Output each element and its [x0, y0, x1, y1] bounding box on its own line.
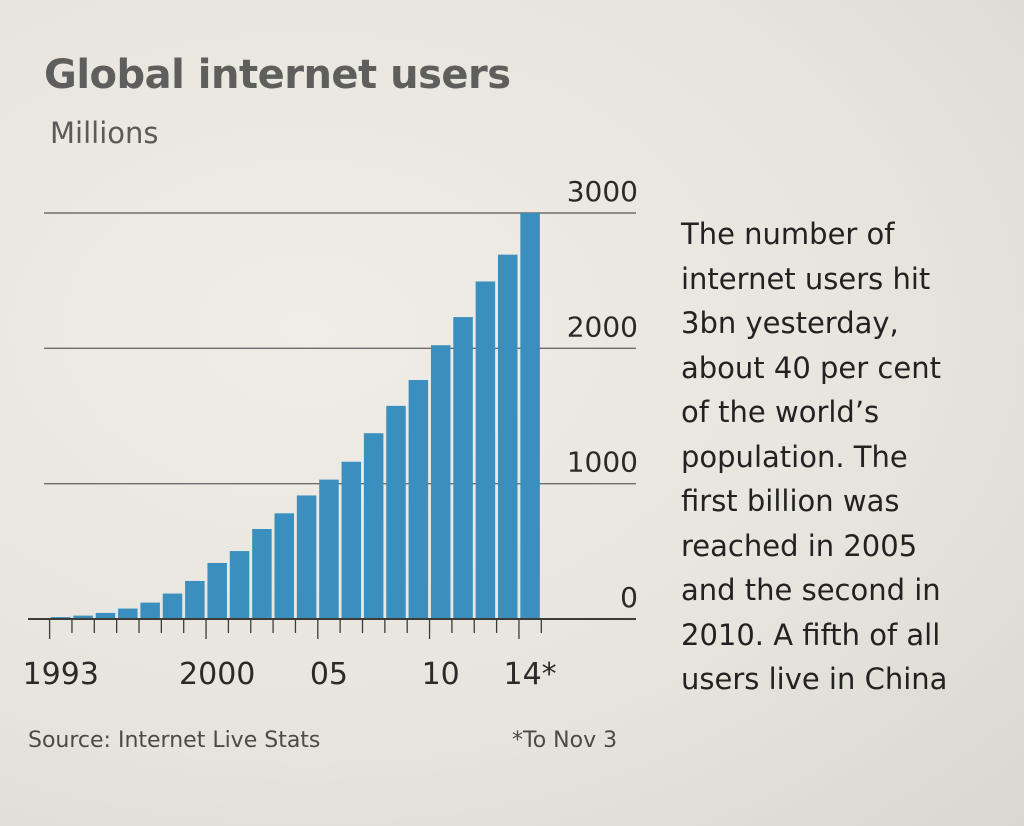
- bar: [252, 529, 272, 619]
- y-tick-label: 0: [620, 581, 638, 614]
- annotation-line: internet users hit: [681, 261, 931, 296]
- bar: [162, 593, 183, 619]
- x-tick-label: 1993: [23, 657, 99, 692]
- annotation-line: population. The: [681, 439, 908, 474]
- y-tick-label: 2000: [567, 310, 638, 343]
- annotation-line: 3bn yesterday,: [681, 306, 899, 340]
- y-tick-label: 3000: [567, 175, 638, 208]
- bar: [95, 612, 116, 619]
- annotation-line: users live in China: [681, 662, 948, 696]
- chart-subtitle: Millions: [50, 116, 159, 150]
- annotation-line: of the world’s: [681, 395, 880, 429]
- bar: [118, 608, 138, 619]
- bar: [520, 213, 540, 619]
- annotation-text: The number of internet users hit 3bn yeste…: [681, 212, 1011, 702]
- annotation-line: The number of: [681, 217, 895, 251]
- x-tick-label: 05: [310, 657, 348, 692]
- footnote: *To Nov 3: [512, 728, 618, 753]
- bar: [274, 513, 294, 619]
- y-tick-label: 1000: [567, 446, 638, 479]
- bar: [363, 433, 384, 619]
- annotation-line: 2010. A fifth of all: [681, 617, 941, 652]
- bar: [229, 551, 250, 619]
- annotation-line: first billion was: [681, 484, 900, 518]
- bar: [341, 461, 362, 619]
- bar: [296, 495, 317, 619]
- bar: [207, 562, 227, 619]
- bar: [185, 580, 205, 619]
- chart-title: Global internet users: [44, 52, 511, 98]
- x-tick-label: 14*: [504, 657, 557, 692]
- x-tick-label: 2000: [179, 657, 255, 692]
- annotation-line: reached in 2005: [681, 528, 918, 563]
- bar: [430, 345, 451, 619]
- bar: [140, 602, 160, 619]
- x-tick-label: 10: [422, 657, 460, 692]
- bar: [453, 317, 473, 619]
- annotation-line: about 40 per cent: [681, 350, 941, 385]
- bar: [386, 405, 406, 619]
- bar: [319, 479, 339, 619]
- source-note: Source: Internet Live Stats: [28, 728, 321, 753]
- bar: [475, 281, 496, 619]
- annotation-line: and the second in: [681, 573, 941, 607]
- bar: [498, 254, 518, 619]
- bar: [73, 615, 93, 619]
- bar: [408, 380, 429, 619]
